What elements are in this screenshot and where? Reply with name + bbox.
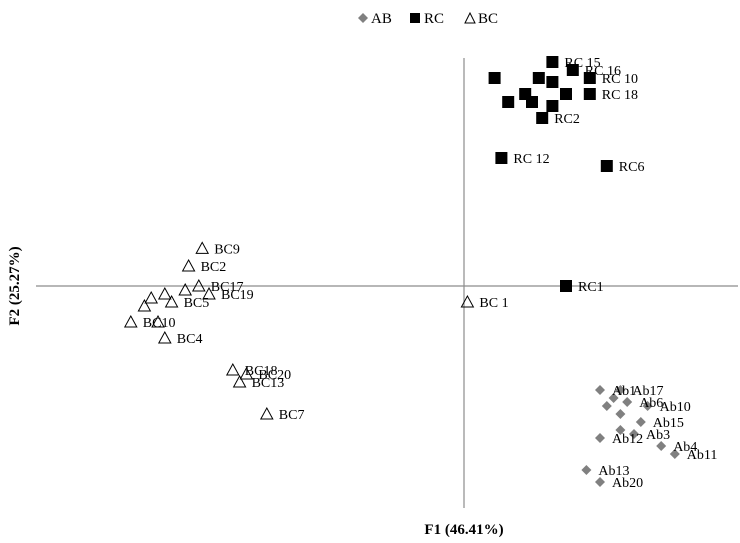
point-label-bc-17: BC 1 xyxy=(479,296,508,311)
point-bc-15 xyxy=(232,374,247,388)
point-ab-3 xyxy=(608,393,619,403)
point-bc-4 xyxy=(202,286,216,300)
point-rc-12 xyxy=(546,100,559,112)
point-label-bc-8: BC5 xyxy=(184,296,210,311)
legend-marker-bc xyxy=(464,11,476,24)
point-bc-2 xyxy=(181,258,196,272)
point-ab-14 xyxy=(581,465,592,475)
point-label-ab-4: Ab6 xyxy=(639,396,663,411)
point-label-rc-13: RC2 xyxy=(554,112,580,127)
point-label-bc-10: BC10 xyxy=(143,316,176,331)
point-ab-10 xyxy=(629,429,639,439)
point-bc-12 xyxy=(157,330,172,344)
point-ab-7 xyxy=(615,409,626,419)
legend-label-rc: RC xyxy=(424,11,444,27)
point-label-ab-10: Ab3 xyxy=(646,428,670,443)
point-ab-15 xyxy=(595,477,605,487)
legend-item-ab: AB xyxy=(358,11,392,27)
point-label-bc-1: BC9 xyxy=(214,242,240,257)
legend-marker-rc xyxy=(410,13,420,23)
point-rc-1 xyxy=(546,56,559,68)
point-label-bc-16: BC7 xyxy=(279,408,305,423)
point-rc-5 xyxy=(532,72,545,84)
point-rc-2 xyxy=(566,64,579,76)
point-ab-9 xyxy=(615,425,626,435)
point-bc-9 xyxy=(137,298,152,312)
x-axis-title: F1 (46.41%) xyxy=(424,522,503,538)
point-label-rc-7: RC 18 xyxy=(602,88,638,103)
point-ab-2 xyxy=(615,385,626,395)
legend-item-rc: RC xyxy=(410,11,444,27)
point-label-rc-2: RC 16 xyxy=(585,64,621,79)
point-bc-10 xyxy=(123,314,138,328)
point-label-rc-15: RC6 xyxy=(619,160,645,175)
point-label-ab-12: Ab4 xyxy=(673,440,697,455)
point-rc-9 xyxy=(560,88,572,100)
legend-marker-ab xyxy=(358,13,368,23)
point-ab-4 xyxy=(622,397,633,407)
y-axis-title: F2 (25.27%) xyxy=(7,246,23,325)
point-rc-10 xyxy=(502,96,515,108)
point-bc-1 xyxy=(195,241,210,254)
point-rc-6 xyxy=(546,76,559,88)
data-points xyxy=(123,56,680,487)
point-label-ab-15: Ab20 xyxy=(612,476,643,491)
point-ab-8 xyxy=(635,417,646,427)
point-bc-11 xyxy=(151,314,165,328)
point-ab-12 xyxy=(656,441,667,451)
point-rc-16 xyxy=(560,280,572,292)
point-label-bc-13: BC18 xyxy=(245,364,278,379)
point-rc-13 xyxy=(536,112,549,124)
point-bc-16 xyxy=(259,406,274,420)
legend-label-ab: AB xyxy=(371,11,392,27)
legend-label-bc: BC xyxy=(478,11,498,27)
point-label-rc-16: RC1 xyxy=(578,280,604,295)
point-label-ab-8: Ab15 xyxy=(653,416,684,431)
legend: AB RC BC xyxy=(358,11,498,27)
point-label-rc-1: RC 15 xyxy=(564,56,600,71)
point-bc-7 xyxy=(144,290,159,304)
point-label-rc-14: RC 12 xyxy=(513,152,549,167)
point-bc-3 xyxy=(191,278,206,292)
point-label-bc-3: BC17 xyxy=(211,280,244,295)
point-label-bc-14: BC20 xyxy=(258,368,291,383)
point-label-ab-11: Ab12 xyxy=(612,432,643,447)
point-ab-11 xyxy=(595,433,605,443)
point-rc-11 xyxy=(526,96,538,108)
point-bc-6 xyxy=(157,286,172,300)
point-rc-14 xyxy=(495,152,508,164)
point-bc-14 xyxy=(239,366,254,380)
legend-item-bc: BC xyxy=(464,11,498,27)
point-ab-1 xyxy=(595,385,605,395)
point-label-bc-4: BC19 xyxy=(221,288,254,303)
point-label-bc-12: BC4 xyxy=(177,332,203,347)
point-label-ab-13: Ab11 xyxy=(687,448,718,463)
point-ab-5 xyxy=(642,401,653,411)
point-rc-7 xyxy=(583,88,596,100)
point-rc-4 xyxy=(488,72,501,84)
point-rc-15 xyxy=(600,160,613,172)
point-ab-13 xyxy=(669,449,680,459)
point-bc-8 xyxy=(164,294,179,308)
point-bc-5 xyxy=(178,282,193,296)
point-label-ab-2: Ab17 xyxy=(632,384,663,399)
point-label-rc-3: RC 10 xyxy=(602,72,638,87)
point-bc-13 xyxy=(225,362,240,376)
point-label-ab-14: Ab13 xyxy=(598,464,629,479)
point-label-bc-15: BC13 xyxy=(252,376,285,391)
point-ab-6 xyxy=(601,401,612,411)
point-label-ab-5: Ab10 xyxy=(660,400,691,415)
point-bc-17 xyxy=(460,294,475,308)
point-rc-3 xyxy=(583,72,596,84)
point-label-bc-2: BC2 xyxy=(201,260,227,275)
point-label-ab-1: Ab1 xyxy=(612,384,636,399)
